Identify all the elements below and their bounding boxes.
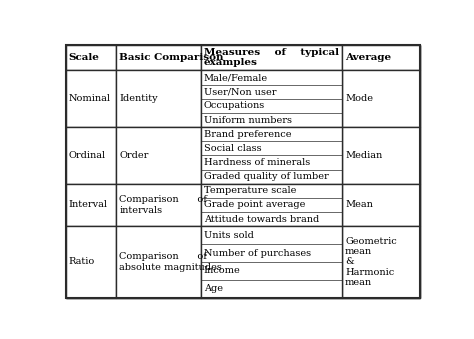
Bar <box>201 184 342 226</box>
Text: Basic Comparison: Basic Comparison <box>119 53 224 62</box>
Text: Median: Median <box>345 151 383 160</box>
Text: Geometric
mean
&
Harmonic
mean: Geometric mean & Harmonic mean <box>345 237 397 287</box>
Text: Average: Average <box>345 53 391 62</box>
Text: Income: Income <box>204 266 240 276</box>
Bar <box>116 226 201 298</box>
Bar <box>116 45 201 71</box>
Text: Measures    of    typical
examples: Measures of typical examples <box>204 48 338 67</box>
Text: Social class: Social class <box>204 144 261 153</box>
Text: Mode: Mode <box>345 94 373 103</box>
Text: Attitude towards brand: Attitude towards brand <box>204 215 319 224</box>
Text: Scale: Scale <box>69 53 100 62</box>
Bar <box>201 226 342 298</box>
Text: Hardness of minerals: Hardness of minerals <box>204 158 310 167</box>
Bar <box>342 226 420 298</box>
Text: Comparison      of
absolute magnitudes: Comparison of absolute magnitudes <box>119 252 222 272</box>
Text: Order: Order <box>119 151 148 160</box>
Text: Male/Female: Male/Female <box>204 73 268 82</box>
Text: Mean: Mean <box>345 200 373 210</box>
Text: Ordinal: Ordinal <box>69 151 106 160</box>
Bar <box>116 184 201 226</box>
Bar <box>201 127 342 184</box>
Text: Grade point average: Grade point average <box>204 200 305 210</box>
Text: Nominal: Nominal <box>69 94 111 103</box>
Bar <box>66 226 116 298</box>
Text: Interval: Interval <box>69 200 108 210</box>
Bar <box>66 127 116 184</box>
Text: Ratio: Ratio <box>69 258 95 266</box>
Bar <box>66 71 116 127</box>
Text: Graded quality of lumber: Graded quality of lumber <box>204 172 328 181</box>
Bar <box>66 184 116 226</box>
Bar <box>201 45 342 71</box>
Text: Units sold: Units sold <box>204 231 254 240</box>
Text: Identity: Identity <box>119 94 158 103</box>
Bar <box>201 71 342 127</box>
Bar <box>66 45 116 71</box>
Text: Age: Age <box>204 284 223 293</box>
Text: Occupations: Occupations <box>204 101 265 111</box>
Bar <box>342 127 420 184</box>
Bar <box>116 71 201 127</box>
Text: Uniform numbers: Uniform numbers <box>204 116 292 124</box>
Text: User/Non user: User/Non user <box>204 87 276 96</box>
Text: Comparison      of
intervals: Comparison of intervals <box>119 195 207 215</box>
Text: Temperature scale: Temperature scale <box>204 186 296 195</box>
Bar <box>342 45 420 71</box>
Text: Brand preference: Brand preference <box>204 130 291 139</box>
Bar <box>116 127 201 184</box>
Text: Number of purchases: Number of purchases <box>204 248 311 258</box>
Bar <box>342 71 420 127</box>
Bar <box>342 184 420 226</box>
